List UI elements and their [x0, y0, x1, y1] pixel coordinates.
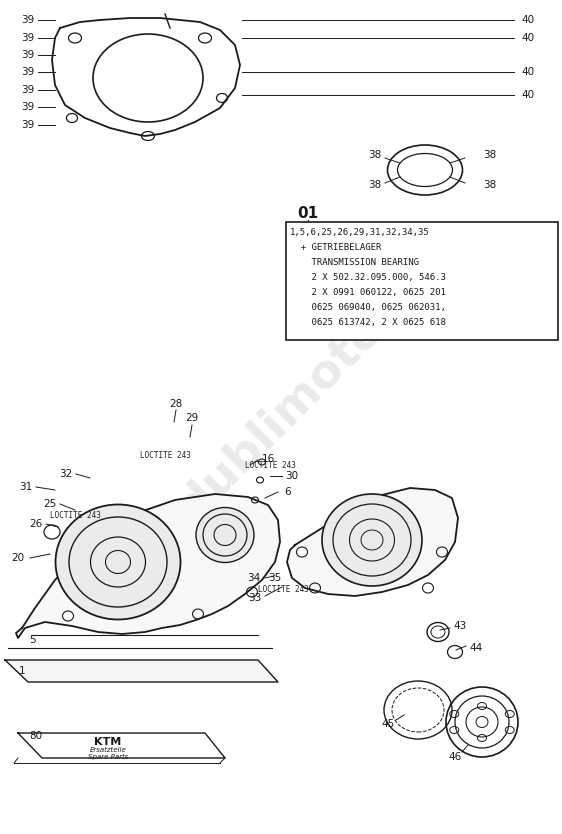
Text: 20: 20: [11, 553, 25, 563]
Text: 6: 6: [285, 487, 291, 497]
Ellipse shape: [446, 687, 518, 757]
FancyBboxPatch shape: [286, 222, 558, 340]
Polygon shape: [5, 660, 278, 682]
Text: 39: 39: [21, 85, 35, 95]
Text: 5: 5: [29, 635, 35, 645]
Text: 39: 39: [21, 67, 35, 77]
Text: 35: 35: [269, 573, 282, 583]
Text: 40: 40: [522, 15, 534, 25]
Text: Ersatzteile: Ersatzteile: [89, 747, 126, 753]
Text: Spare Parts: Spare Parts: [88, 754, 128, 760]
Ellipse shape: [56, 505, 180, 620]
Text: 28: 28: [169, 399, 183, 409]
Text: 30: 30: [285, 471, 298, 481]
Text: + GETRIEBELAGER: + GETRIEBELAGER: [290, 243, 382, 252]
Text: KTM: KTM: [94, 737, 121, 747]
Ellipse shape: [322, 494, 422, 586]
Text: LOCTITE 243: LOCTITE 243: [140, 450, 191, 460]
Text: 39: 39: [21, 15, 35, 25]
Text: 1,5,6,25,26,29,31,32,34,35: 1,5,6,25,26,29,31,32,34,35: [290, 228, 430, 237]
Text: 38: 38: [483, 180, 497, 190]
Text: 25: 25: [43, 499, 57, 509]
Text: 33: 33: [248, 593, 262, 603]
Text: 34: 34: [247, 573, 261, 583]
Text: LOCTITE 243: LOCTITE 243: [50, 510, 101, 520]
Polygon shape: [18, 733, 225, 758]
Text: 1: 1: [19, 666, 25, 676]
Text: 0625 613742, 2 X 0625 618: 0625 613742, 2 X 0625 618: [290, 318, 446, 326]
Text: TRANSMISSION BEARING: TRANSMISSION BEARING: [290, 258, 419, 267]
Ellipse shape: [196, 508, 254, 562]
Text: 39: 39: [21, 50, 35, 60]
Text: 0625 069040, 0625 062031,: 0625 069040, 0625 062031,: [290, 303, 446, 312]
Text: 38: 38: [368, 180, 382, 190]
Text: 45: 45: [382, 719, 395, 729]
Text: 32: 32: [60, 469, 72, 479]
Text: 16: 16: [261, 454, 275, 464]
Text: 38: 38: [368, 150, 382, 160]
Text: 40: 40: [522, 90, 534, 100]
Text: LOCTITE 243: LOCTITE 243: [245, 460, 296, 470]
Text: 2 X 502.32.095.000, 546.3: 2 X 502.32.095.000, 546.3: [290, 273, 446, 282]
Text: 2 X 0991 060122, 0625 201: 2 X 0991 060122, 0625 201: [290, 288, 446, 297]
Text: 29: 29: [185, 413, 198, 423]
Text: 46: 46: [448, 752, 461, 762]
Text: 43: 43: [454, 621, 466, 631]
Text: 26: 26: [29, 519, 43, 529]
Text: 40: 40: [522, 33, 534, 43]
Polygon shape: [16, 494, 280, 638]
Polygon shape: [287, 488, 458, 596]
Text: 40: 40: [522, 67, 534, 77]
Text: 38: 38: [483, 150, 497, 160]
Text: 31: 31: [19, 482, 33, 492]
Text: 39: 39: [21, 102, 35, 112]
Text: LOCTITE 243: LOCTITE 243: [258, 585, 309, 595]
Text: dublimoto: dublimoto: [170, 305, 392, 529]
Text: 01: 01: [297, 205, 319, 220]
Text: 39: 39: [21, 120, 35, 130]
Text: 44: 44: [469, 643, 483, 653]
Polygon shape: [52, 18, 240, 136]
Text: 39: 39: [21, 33, 35, 43]
Text: 80: 80: [29, 731, 43, 741]
